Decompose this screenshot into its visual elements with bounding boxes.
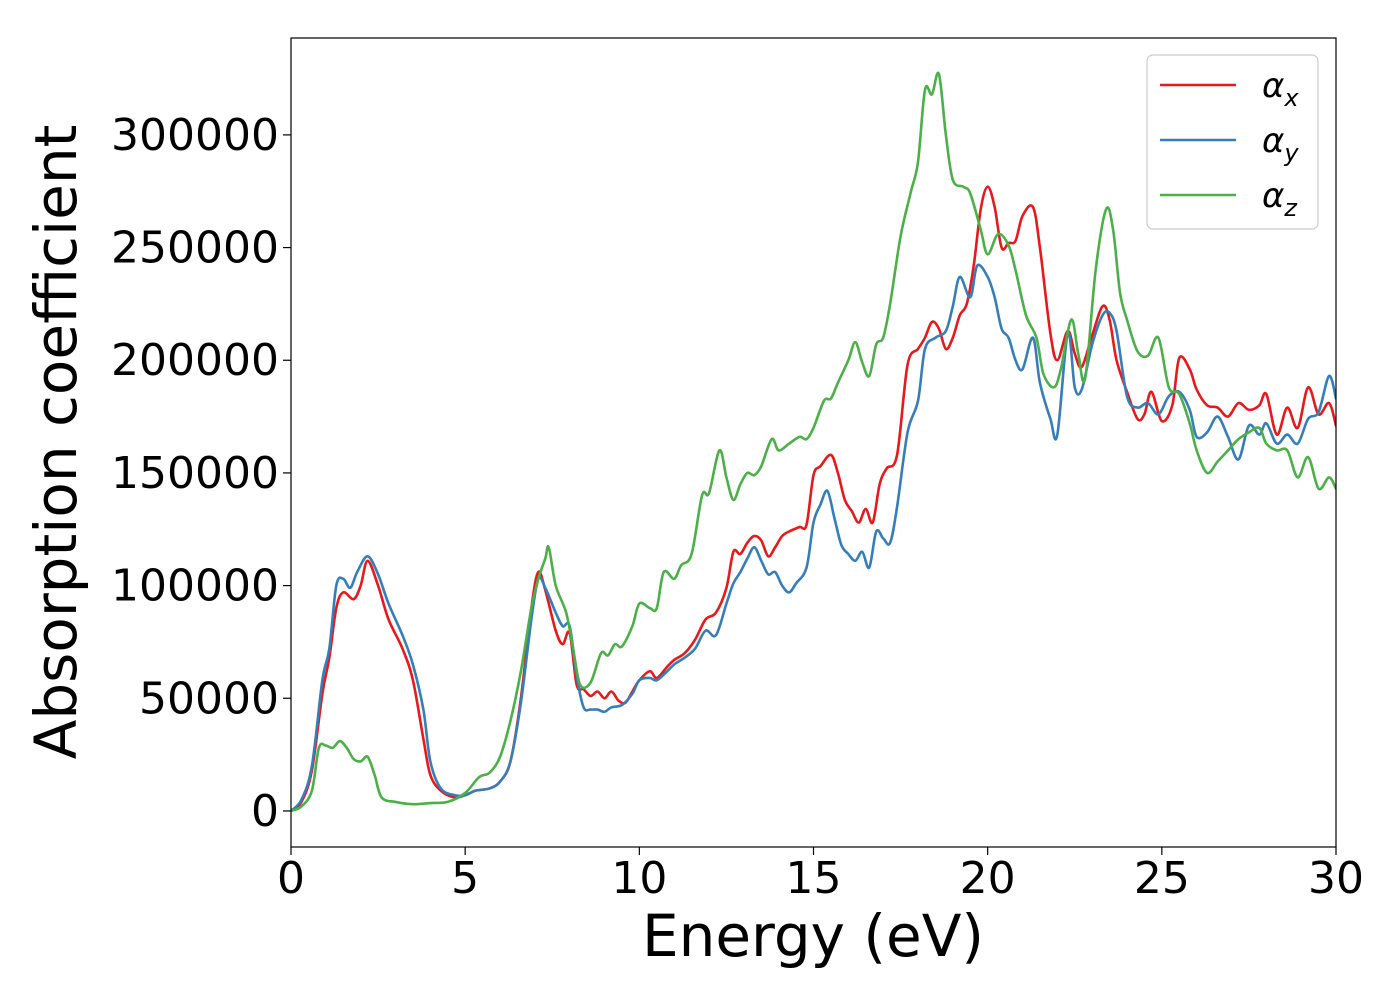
x-axis-label: Energy (eV): [642, 902, 984, 970]
y-tick-label: 150000: [111, 448, 279, 499]
legend-label-y: αy: [1262, 121, 1299, 167]
x-tick-label: 30: [1308, 853, 1364, 904]
y-axis-label: Absorption coefficient: [22, 125, 90, 760]
y-tick-label: 250000: [111, 223, 279, 274]
legend-symbol: α: [1262, 66, 1284, 106]
legend-symbol: α: [1262, 121, 1284, 161]
legend-symbol: α: [1262, 176, 1284, 216]
y-tick-label: 0: [251, 786, 279, 837]
x-axis-ticks: 0 5 10 15 20 25 30: [277, 847, 1364, 904]
series-line-x: [291, 185, 1336, 813]
series-layer: [291, 71, 1336, 813]
legend-subscript: y: [1283, 139, 1299, 167]
x-tick-label: 0: [277, 853, 305, 904]
legend-box: [1146, 54, 1319, 230]
y-tick-label: 50000: [139, 673, 279, 724]
legend-label-x: αx: [1262, 66, 1299, 112]
legend-label-z: αz: [1262, 176, 1298, 222]
x-tick-label: 20: [960, 853, 1016, 904]
y-tick-label: 200000: [111, 335, 279, 386]
x-tick-label: 10: [611, 853, 667, 904]
x-tick-label: 15: [786, 853, 842, 904]
y-axis-ticks: 0 50000 100000 150000 200000 250000 300000: [111, 110, 291, 837]
legend-subscript: x: [1283, 84, 1299, 112]
x-tick-label: 25: [1134, 853, 1190, 904]
series-line-z: [291, 71, 1336, 813]
x-tick-label: 5: [451, 853, 479, 904]
legend-subscript: z: [1283, 194, 1298, 222]
y-tick-label: 300000: [111, 110, 279, 161]
series-line-y: [291, 263, 1336, 813]
y-tick-label: 100000: [111, 561, 279, 612]
